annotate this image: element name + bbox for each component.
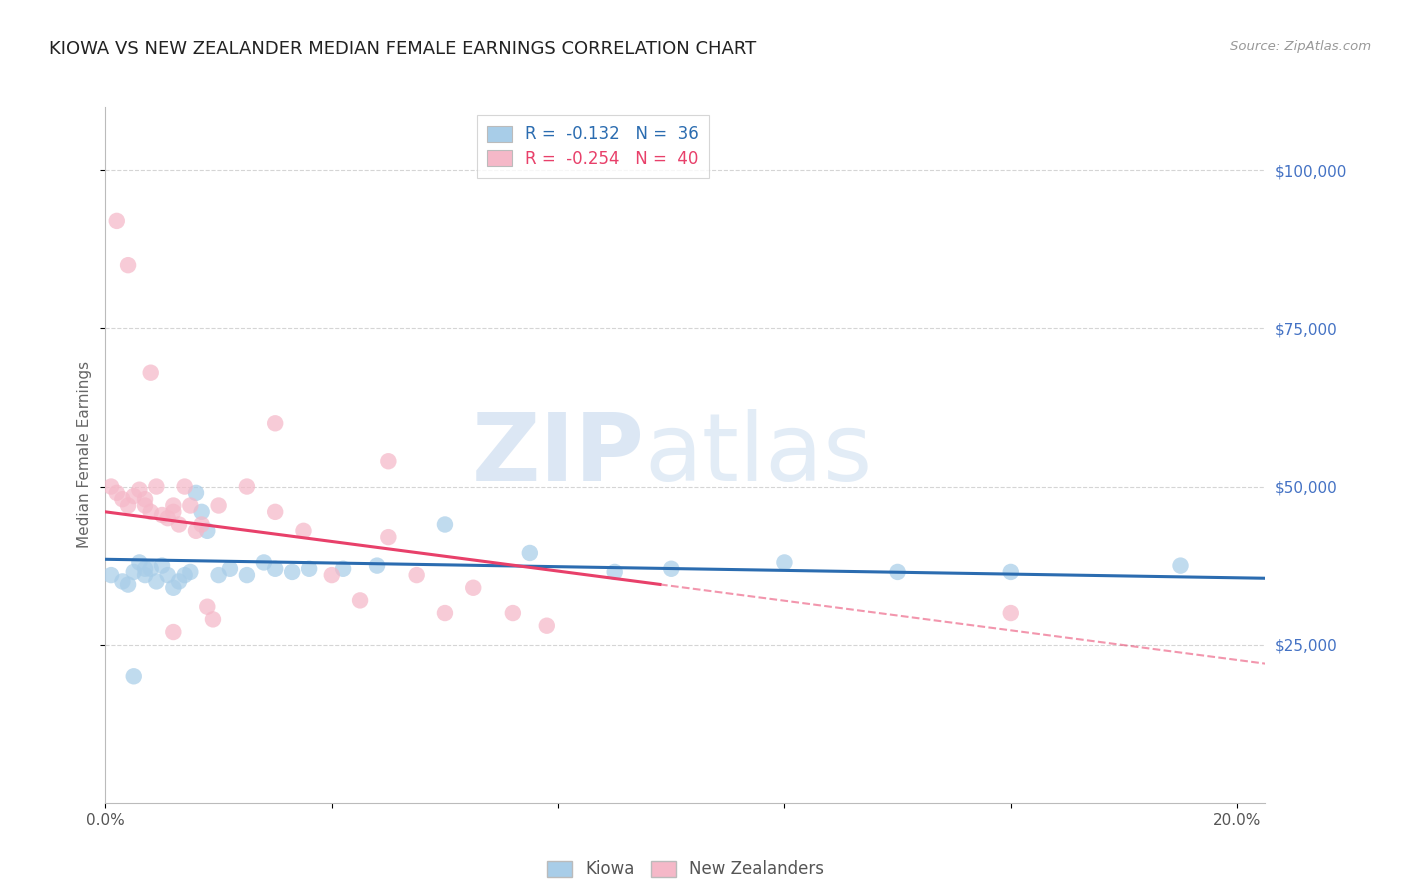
Point (134, 499, 156, 513)
Point (145, 479, 167, 493)
Point (100, 568, 122, 582)
Point (405, 568, 427, 582)
Point (128, 483, 150, 497)
Point (117, 499, 139, 513)
Text: atlas: atlas (645, 409, 873, 501)
Point (122, 669, 145, 683)
Point (117, 258, 139, 272)
Point (366, 558, 388, 573)
Point (117, 577, 139, 591)
Point (433, 606, 456, 620)
Point (253, 556, 276, 570)
Point (145, 574, 167, 589)
Point (201, 612, 224, 626)
Point (219, 562, 242, 576)
Point (150, 508, 173, 522)
Point (264, 505, 287, 519)
Point (162, 581, 184, 595)
Point (264, 562, 287, 576)
Point (536, 618, 558, 632)
Point (1000, 565, 1022, 579)
Point (1000, 606, 1022, 620)
Point (195, 524, 218, 538)
Point (519, 546, 541, 560)
Point (184, 486, 207, 500)
Point (122, 565, 145, 579)
Point (134, 492, 156, 507)
Point (502, 606, 524, 620)
Point (134, 568, 156, 582)
Point (105, 486, 128, 500)
Point (167, 574, 190, 589)
Point (298, 562, 321, 576)
Point (773, 556, 796, 570)
Point (659, 562, 682, 576)
Point (156, 568, 179, 582)
Point (207, 568, 229, 582)
Point (236, 479, 259, 493)
Point (162, 499, 184, 513)
Point (173, 568, 195, 582)
Point (134, 562, 156, 576)
Point (150, 558, 173, 573)
Point (190, 505, 212, 519)
Point (281, 565, 304, 579)
Point (433, 517, 456, 532)
Point (377, 530, 399, 544)
Point (167, 517, 190, 532)
Point (264, 417, 287, 431)
Point (162, 625, 184, 640)
Point (292, 524, 315, 538)
Point (156, 511, 179, 525)
Text: KIOWA VS NEW ZEALANDER MEDIAN FEMALE EARNINGS CORRELATION CHART: KIOWA VS NEW ZEALANDER MEDIAN FEMALE EAR… (49, 40, 756, 58)
Point (122, 489, 145, 503)
Point (207, 499, 229, 513)
Point (111, 492, 134, 507)
Point (603, 565, 626, 579)
Y-axis label: Median Female Earnings: Median Female Earnings (77, 361, 93, 549)
Point (236, 568, 259, 582)
Point (139, 562, 162, 576)
Point (173, 479, 195, 493)
Text: ZIP: ZIP (472, 409, 645, 501)
Point (190, 517, 212, 532)
Point (349, 593, 371, 607)
Point (139, 505, 162, 519)
Point (886, 565, 908, 579)
Point (100, 479, 122, 493)
Point (195, 599, 218, 614)
Point (179, 499, 201, 513)
Point (128, 556, 150, 570)
Point (179, 565, 201, 579)
Point (111, 574, 134, 589)
Point (162, 505, 184, 519)
Text: Source: ZipAtlas.com: Source: ZipAtlas.com (1230, 40, 1371, 54)
Point (139, 366, 162, 380)
Point (332, 562, 354, 576)
Point (463, 581, 485, 595)
Point (1170, 558, 1192, 573)
Point (321, 568, 343, 582)
Legend: Kiowa, New Zealanders: Kiowa, New Zealanders (540, 854, 831, 885)
Point (377, 454, 399, 468)
Point (105, 214, 128, 228)
Point (184, 524, 207, 538)
